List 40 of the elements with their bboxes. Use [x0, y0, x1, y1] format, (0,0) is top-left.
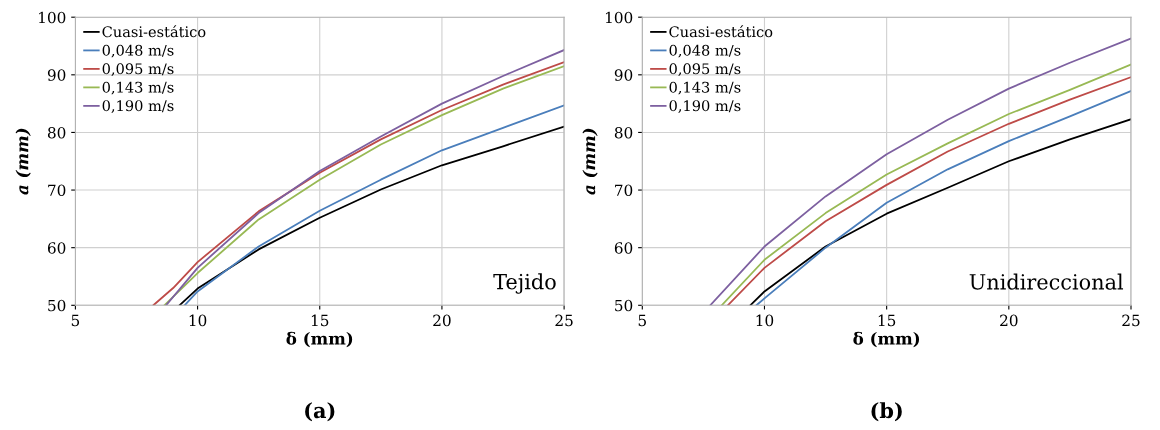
y-tick-label: 50: [615, 299, 633, 312]
x-tick-label: 20: [1000, 314, 1018, 327]
x-tick-label: 15: [311, 314, 329, 327]
legend-label: Cuasi-estático: [102, 25, 206, 38]
x-axis-title: δ (mm): [286, 331, 353, 348]
y-tick-label: 90: [614, 69, 633, 81]
legend-label: 0,190 m/s: [669, 100, 741, 113]
y-tick-label: 60: [614, 242, 633, 254]
x-tick-label: 25: [1122, 314, 1140, 327]
x-axis-title: δ (mm): [853, 331, 920, 348]
y-tick-label: 60: [47, 242, 66, 254]
annotation: Tejido: [493, 273, 556, 294]
legend-label: Cuasi-estático: [669, 25, 773, 38]
legend-label: 0,190 m/s: [102, 100, 174, 113]
text: (b): [871, 402, 902, 422]
y-tick-label: 70: [615, 184, 633, 197]
y-tick-label: 100: [605, 11, 633, 24]
x-tick-label: 5: [638, 314, 646, 327]
x-tick-label: 20: [433, 314, 451, 327]
annotation: Unidireccional: [969, 273, 1124, 290]
legend-label: 0,048 m/s: [102, 44, 174, 58]
y-tick-label: 90: [47, 69, 66, 81]
y-tick-label: 70: [48, 184, 66, 197]
y-axis-title: a (mm): [15, 128, 31, 195]
x-tick-label: 25: [555, 314, 573, 327]
y-tick-label: 50: [48, 299, 66, 312]
legend-label: 0,143 m/s: [669, 81, 741, 95]
y-tick-label: 80: [47, 126, 66, 139]
y-tick-label: 80: [614, 126, 633, 139]
x-tick-label: 5: [71, 314, 80, 327]
x-tick-label: 15: [878, 314, 896, 327]
y-tick-label: 100: [39, 11, 66, 24]
text: (a): [305, 402, 335, 422]
legend-label: 0,095 m/s: [102, 63, 174, 76]
x-tick-label: 10: [189, 314, 207, 327]
x-tick-label: 10: [756, 314, 774, 327]
y-axis-title: a (mm): [582, 128, 598, 195]
legend-label: 0,143 m/s: [102, 81, 174, 95]
legend-label: 0,048 m/s: [669, 44, 741, 58]
legend-label: 0,095 m/s: [669, 63, 741, 76]
